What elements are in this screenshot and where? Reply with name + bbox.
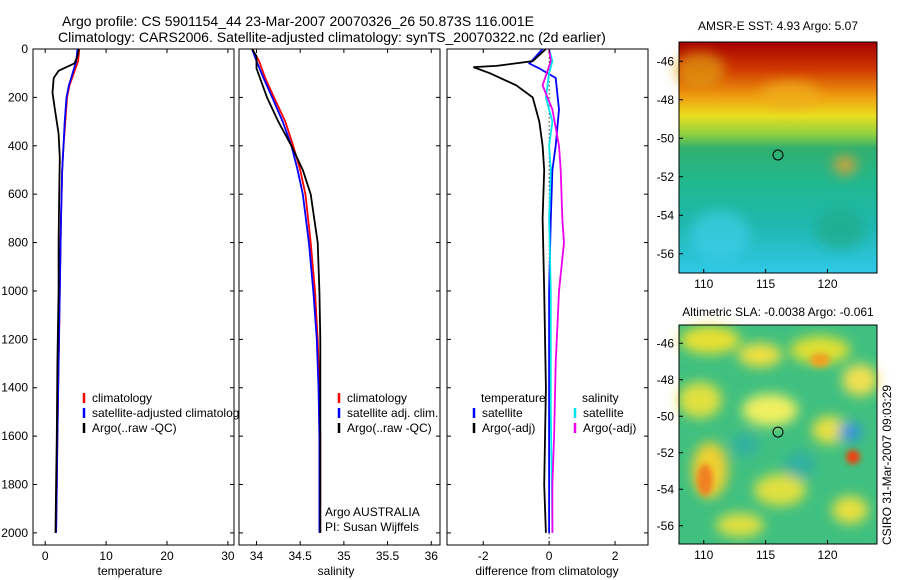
temperature-ytick-label: 1400 <box>1 381 28 395</box>
difference-xtick-label: 0 <box>546 549 553 563</box>
difference-xtick-label: -2 <box>478 549 489 563</box>
difference-salinity-legend-label: Argo(-adj) <box>583 421 636 435</box>
temperature-ytick-label: 1000 <box>1 284 28 298</box>
salinity-series-satellite-adj-clim--line <box>251 49 321 533</box>
sst-map-frame <box>678 41 878 274</box>
difference-salinity-legend-label: satellite <box>583 406 624 420</box>
temperature-ytick-label: 800 <box>8 236 28 250</box>
title-line-1: Argo profile: CS 5901154_44 23-Mar-2007 … <box>62 13 534 29</box>
temperature-ytick-label: 600 <box>8 187 28 201</box>
temperature-xtick-label: 10 <box>99 549 113 563</box>
sst-map-ytick-label: -52 <box>657 170 675 184</box>
salinity-xlabel: salinity <box>318 564 355 578</box>
sst-map-title: AMSR-E SST: 4.93 Argo: 5.07 <box>698 19 858 33</box>
sla-map-ytick-label: -52 <box>657 446 675 460</box>
temperature-xtick-label: 20 <box>160 549 174 563</box>
sla-map-field <box>678 325 878 544</box>
temperature-xtick-label: 30 <box>221 549 235 563</box>
temperature-series-argo-raw-qc--line <box>51 49 80 533</box>
difference-temperature-legend-label: Argo(-adj) <box>482 421 535 435</box>
difference-series-temperature-argo-adj--line <box>473 49 547 533</box>
salinity-xtick-label: 34 <box>250 549 264 563</box>
sst-map-panel: AMSR-E SST: 4.93 Argo: 5.07 110 115 120 -46… <box>657 19 878 291</box>
sla-map-title: Altimetric SLA: -0.0038 Argo: -0.061 <box>682 305 874 319</box>
salinity-legend-label: climatology <box>347 391 407 405</box>
temperature-ytick-label: 2000 <box>1 526 28 540</box>
temperature-ytick-label: 200 <box>8 90 28 104</box>
salinity-annotation-line-1: Argo AUSTRALIA <box>325 505 420 519</box>
temperature-legend-label: Argo(..raw -QC) <box>92 421 177 435</box>
difference-axes-box <box>446 48 649 546</box>
sst-map-ytick-label: -50 <box>657 131 675 145</box>
difference-series-temperature-satellite-line <box>527 49 560 533</box>
sst-map-xtick-label: 110 <box>694 277 713 291</box>
salinity-xtick-label: 35.5 <box>376 549 400 563</box>
difference-legend-temperature-header: temperature <box>481 391 546 405</box>
temperature-ytick-label: 0 <box>21 42 28 56</box>
temperature-ytick-label: 1600 <box>1 429 28 443</box>
difference-series-salinity-satellite-line <box>544 49 554 533</box>
sst-map-ytick-label: -56 <box>657 247 675 261</box>
temperature-ytick-label: 1200 <box>1 332 28 346</box>
temperature-legend-label: climatology <box>92 391 152 405</box>
sst-map-ytick-label: -48 <box>657 93 675 107</box>
sst-map-ytick-label: -54 <box>657 208 675 222</box>
sla-map-xtick-label: 115 <box>756 548 775 562</box>
salinity-legend-label: Argo(..raw -QC) <box>347 421 432 435</box>
sst-map-xtick-label: 115 <box>756 277 775 291</box>
difference-xlabel: difference from climatology <box>475 564 618 578</box>
temperature-ytick-label: 1800 <box>1 478 28 492</box>
difference-temperature-legend-label: satellite <box>482 406 523 420</box>
difference-legend-salinity-header: salinity <box>582 391 619 405</box>
salinity-annotation-line-2: PI: Susan Wijffels <box>325 520 419 534</box>
sla-map-ytick-label: -54 <box>657 482 675 496</box>
title-line-2: Climatology: CARS2006. Satellite-adjuste… <box>58 29 606 45</box>
salinity-xtick-label: 34.5 <box>288 549 312 563</box>
sla-map-panel: Altimetric SLA: -0.0038 Argo: -0.061 <box>657 305 878 562</box>
salinity-xtick-label: 35 <box>337 549 351 563</box>
sla-map-xtick-label: 120 <box>817 548 837 562</box>
difference-xtick-label: 2 <box>612 549 619 563</box>
salinity-axes-box <box>238 48 441 546</box>
sst-map-ytick-label: -46 <box>657 54 675 68</box>
temperature-xlabel: temperature <box>98 564 163 578</box>
sst-argo-marker <box>772 149 784 161</box>
salinity-series-argo-raw-qc--line <box>251 49 322 533</box>
sla-map-ytick-label: -46 <box>657 336 675 350</box>
temperature-panel: 0 10 20 30 0 200 400 600 800 1000 1200 1400 1600 1800… <box>1 42 245 578</box>
sla-argo-marker <box>772 426 784 438</box>
sst-map-xtick-label: 120 <box>817 277 837 291</box>
sst-map-field <box>675 42 877 273</box>
temperature-legend-label: satellite-adjusted climatology <box>92 406 245 420</box>
sla-map-ytick-label: -48 <box>657 373 675 387</box>
difference-series-salinity-argo-adj--line <box>541 49 565 533</box>
difference-panel: -2 0 2 temperaturesatelliteArgo(-adj)salin… <box>446 48 649 578</box>
sla-map-xtick-label: 110 <box>694 548 713 562</box>
sla-map-ytick-label: -56 <box>657 519 675 533</box>
temperature-axes-box <box>32 48 235 546</box>
sla-map-frame <box>678 324 878 545</box>
side-timestamp-label: CSIRO 31-Mar-2007 09:03:29 <box>880 385 894 545</box>
salinity-legend-label: satellite adj. clim. <box>347 406 438 420</box>
temperature-ytick-label: 400 <box>8 139 28 153</box>
temperature-xtick-label: 0 <box>42 549 49 563</box>
salinity-xtick-label: 36 <box>425 549 439 563</box>
sla-map-ytick-label: -50 <box>657 409 675 423</box>
